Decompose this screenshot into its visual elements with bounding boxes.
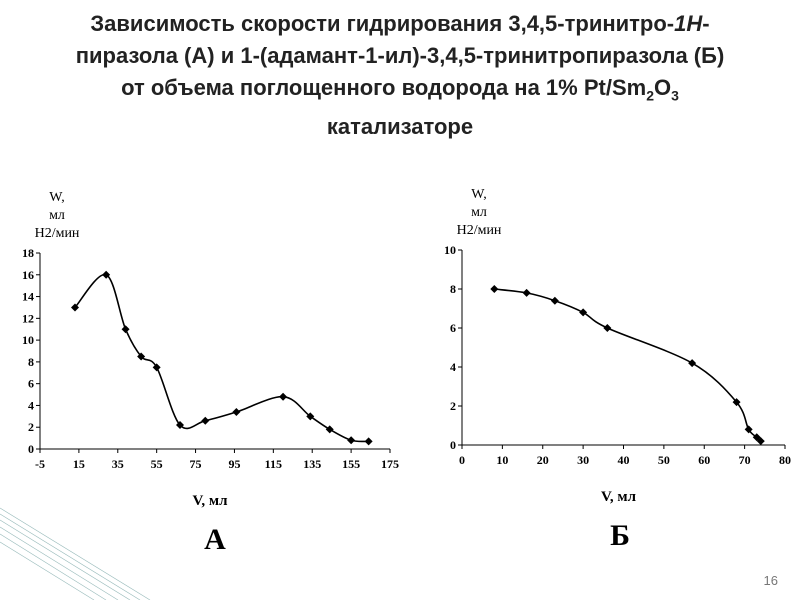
marker xyxy=(102,270,111,279)
marker xyxy=(688,359,697,368)
y-axis-label: W, xyxy=(49,190,64,205)
marker xyxy=(306,412,315,421)
title-segment: O xyxy=(654,75,672,100)
y-tick-label: 2 xyxy=(450,399,456,413)
marker xyxy=(152,363,161,372)
title-line: катализаторе xyxy=(0,111,800,143)
page-number: 16 xyxy=(763,573,778,588)
series-line xyxy=(74,273,369,443)
decoration xyxy=(0,507,151,600)
x-tick-label: 80 xyxy=(779,453,791,467)
y-tick-label: 12 xyxy=(22,311,34,325)
title-segment: 1H xyxy=(674,11,703,36)
y-tick-label: 8 xyxy=(28,355,34,369)
title-line: от объема поглощенного водорода на 1% Pt… xyxy=(0,72,800,111)
x-tick-label: 50 xyxy=(658,453,670,467)
marker xyxy=(522,288,531,297)
y-tick-label: 4 xyxy=(450,360,456,374)
x-tick-label: 70 xyxy=(739,453,751,467)
marker xyxy=(121,325,130,334)
marker xyxy=(756,437,765,446)
marker xyxy=(232,407,241,416)
x-tick-label: 95 xyxy=(228,457,240,471)
marker xyxy=(550,296,559,305)
marker xyxy=(137,352,146,361)
y-tick-label: 14 xyxy=(22,290,34,304)
title-segment: 2 xyxy=(646,87,654,104)
marker xyxy=(347,436,356,445)
title-line: пиразола (А) и 1-(адамант-1-ил)-3,4,5-тр… xyxy=(0,40,800,72)
marker xyxy=(490,285,499,293)
x-tick-label: 35 xyxy=(112,457,124,471)
y-tick-label: 18 xyxy=(22,246,34,260)
marker xyxy=(732,398,741,407)
chart-caption: А xyxy=(204,523,226,556)
y-tick-label: 16 xyxy=(22,268,34,282)
marker xyxy=(325,425,334,434)
x-tick-label: 15 xyxy=(73,457,85,471)
y-axis-label: H2/мин xyxy=(35,226,80,241)
y-axis-label: мл xyxy=(471,205,487,220)
y-tick-label: 6 xyxy=(28,377,34,391)
y-tick-label: 0 xyxy=(450,438,456,452)
y-tick-label: 2 xyxy=(28,420,34,434)
title-line: Зависимость скорости гидрирования 3,4,5-… xyxy=(0,8,800,40)
marker xyxy=(279,392,288,401)
x-tick-label: 0 xyxy=(459,453,465,467)
title-segment: Зависимость скорости гидрирования 3,4,5-… xyxy=(90,11,675,36)
y-tick-label: 0 xyxy=(28,442,34,456)
marker xyxy=(579,308,588,317)
y-axis-label: W, xyxy=(471,187,486,202)
series-line xyxy=(494,288,762,442)
y-tick-label: 6 xyxy=(450,321,456,335)
x-tick-label: 30 xyxy=(577,453,589,467)
marker xyxy=(744,425,753,434)
marker xyxy=(71,303,79,312)
marker xyxy=(201,416,210,425)
marker xyxy=(364,437,373,446)
marker xyxy=(176,421,184,430)
x-tick-label: 40 xyxy=(618,453,630,467)
title-segment: от объема поглощенного водорода на 1% Pt… xyxy=(121,75,647,100)
title-segment: - xyxy=(702,11,710,36)
x-tick-label: 60 xyxy=(698,453,710,467)
x-tick-label: 155 xyxy=(342,457,360,471)
x-tick-label: 115 xyxy=(265,457,282,471)
x-tick-label: -5 xyxy=(35,457,45,471)
x-tick-label: 175 xyxy=(381,457,399,471)
y-tick-label: 8 xyxy=(450,282,456,296)
y-tick-label: 10 xyxy=(22,333,34,347)
y-tick-label: 10 xyxy=(444,243,456,257)
y-axis-label: мл xyxy=(49,208,65,223)
title-segment: пиразола (А) и 1-(адамант-1-ил)-3,4,5-тр… xyxy=(75,43,725,68)
x-tick-label: 10 xyxy=(496,453,508,467)
slide-title: Зависимость скорости гидрирования 3,4,5-… xyxy=(0,8,800,143)
chart-caption: Б xyxy=(610,519,630,552)
y-tick-label: 4 xyxy=(28,398,34,412)
x-tick-label: 75 xyxy=(190,457,202,471)
x-tick-label: 135 xyxy=(303,457,321,471)
marker xyxy=(603,324,612,332)
x-axis-label: V, мл xyxy=(601,489,637,505)
title-segment: 3 xyxy=(671,87,679,104)
title-segment: катализаторе xyxy=(326,114,474,140)
y-axis-label: H2/мин xyxy=(457,223,502,238)
x-tick-label: 55 xyxy=(151,457,163,471)
x-axis-label: V, мл xyxy=(192,493,228,509)
x-tick-label: 20 xyxy=(537,453,549,467)
